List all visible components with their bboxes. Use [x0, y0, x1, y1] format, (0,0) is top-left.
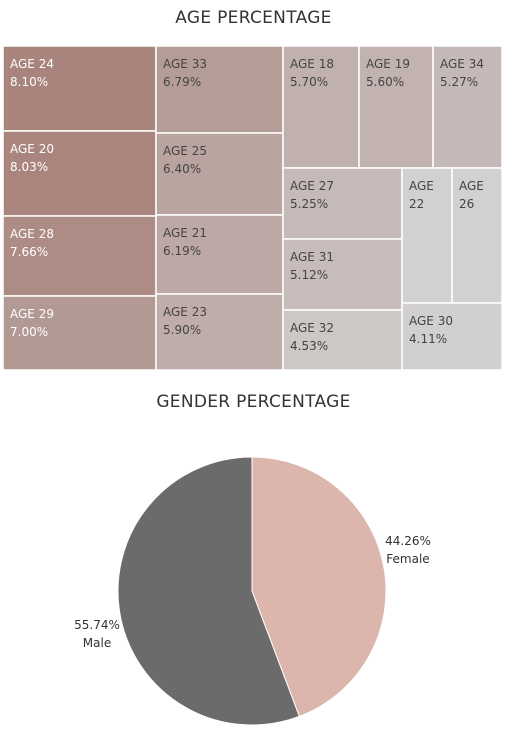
treemap-tile: AGE 25 6.40% — [155, 132, 284, 216]
treemap-tile-rect — [282, 167, 403, 240]
treemap-tile: AGE 34 5.27% — [432, 45, 503, 169]
treemap-tile-label: AGE — [459, 179, 484, 193]
treemap-tile-label: AGE 32 — [290, 321, 334, 335]
treemap-tile-label: AGE 20 — [10, 142, 54, 156]
treemap-tile-label: AGE 19 — [366, 57, 410, 71]
treemap-tile-value: 4.11% — [409, 332, 447, 346]
pie-slice-value-label: 44.26% — [385, 534, 431, 548]
treemap-tile-rect — [155, 293, 284, 371]
treemap-tile-rect — [451, 167, 503, 304]
treemap-tile: AGE 22 — [401, 167, 453, 304]
treemap-tile-label: AGE 23 — [163, 305, 207, 319]
treemap-tile-label: AGE 30 — [409, 314, 453, 328]
treemap-tile-value: 5.12% — [290, 268, 328, 282]
treemap-tile-label: AGE 18 — [290, 57, 334, 71]
treemap-tile-label: AGE 25 — [163, 144, 207, 158]
treemap-tile-value: 8.10% — [10, 75, 48, 89]
treemap-tile-value: 6.40% — [163, 162, 201, 176]
treemap-tile-value: 7.66% — [10, 245, 48, 259]
treemap-tile: AGE 31 5.12% — [282, 238, 403, 311]
treemap-tile-rect — [155, 214, 284, 295]
treemap-tile-value: 6.79% — [163, 75, 201, 89]
gender-chart-title: GENDER PERCENTAGE — [156, 392, 351, 412]
treemap-tile-label: AGE 31 — [290, 250, 334, 264]
treemap-tile: AGE 23 5.90% — [155, 293, 284, 371]
age-chart-title: AGE PERCENTAGE — [175, 8, 332, 28]
pie-slice-female — [251, 456, 387, 718]
treemap-tile-rect — [401, 302, 503, 371]
treemap-tile-value: 5.70% — [290, 75, 328, 89]
treemap-tile-value: 5.25% — [290, 197, 328, 211]
treemap-tile-rect — [282, 309, 403, 371]
treemap-tile: AGE 32 4.53% — [282, 309, 403, 371]
treemap-tile-rect — [155, 132, 284, 216]
treemap-tile-value: 5.27% — [440, 75, 478, 89]
treemap-tile-rect — [358, 45, 434, 169]
pie-slice-value-label: 55.74% — [74, 618, 120, 632]
treemap-tile-label: AGE 33 — [163, 57, 207, 71]
pie-slice-name-label: Male — [83, 636, 111, 650]
pie-slice-name-label: Female — [386, 552, 429, 566]
treemap-tile-label-number: 22 — [409, 197, 424, 211]
treemap-tile-rect — [282, 45, 360, 169]
pie-slice-male — [117, 456, 300, 726]
treemap-tile-value: 7.00% — [10, 325, 48, 339]
treemap-tile-value: 6.19% — [163, 244, 201, 258]
treemap-tile-label: AGE 28 — [10, 227, 54, 241]
treemap-tile-label: AGE 34 — [440, 57, 484, 71]
treemap-tile-label: AGE — [409, 179, 434, 193]
treemap-tile: AGE 30 4.11% — [401, 302, 503, 371]
treemap-tile-label: AGE 27 — [290, 179, 334, 193]
treemap-tile-rect — [2, 295, 157, 371]
treemap-tile: AGE 33 6.79% — [155, 45, 284, 134]
treemap-tile-label: AGE 29 — [10, 307, 54, 321]
treemap-tile: AGE 26 — [451, 167, 503, 304]
treemap-tile-label-number: 26 — [459, 197, 474, 211]
treemap-tile-value: 5.60% — [366, 75, 404, 89]
treemap-tile: AGE 21 6.19% — [155, 214, 284, 295]
treemap-tile-label: AGE 21 — [163, 226, 207, 240]
treemap-tile-value: 4.53% — [290, 339, 328, 353]
treemap-tile-value: 8.03% — [10, 160, 48, 174]
treemap-tile-rect — [401, 167, 453, 304]
treemap-tile-rect — [432, 45, 503, 169]
treemap-tile: AGE 27 5.25% — [282, 167, 403, 240]
treemap-tile-rect — [282, 238, 403, 311]
treemap-tile-label: AGE 24 — [10, 57, 54, 71]
age-treemap: AGE 24 8.10% AGE 20 8.03% AGE 28 7.66% AGE 29 7… — [2, 45, 503, 371]
treemap-tile-value: 5.90% — [163, 323, 201, 337]
treemap-tile: AGE 19 5.60% — [358, 45, 434, 169]
treemap-tile-rect — [2, 215, 157, 297]
treemap-tile: AGE 18 5.70% — [282, 45, 360, 169]
treemap-tile: AGE 29 7.00% — [2, 295, 157, 371]
treemap-tile: AGE 28 7.66% — [2, 215, 157, 297]
